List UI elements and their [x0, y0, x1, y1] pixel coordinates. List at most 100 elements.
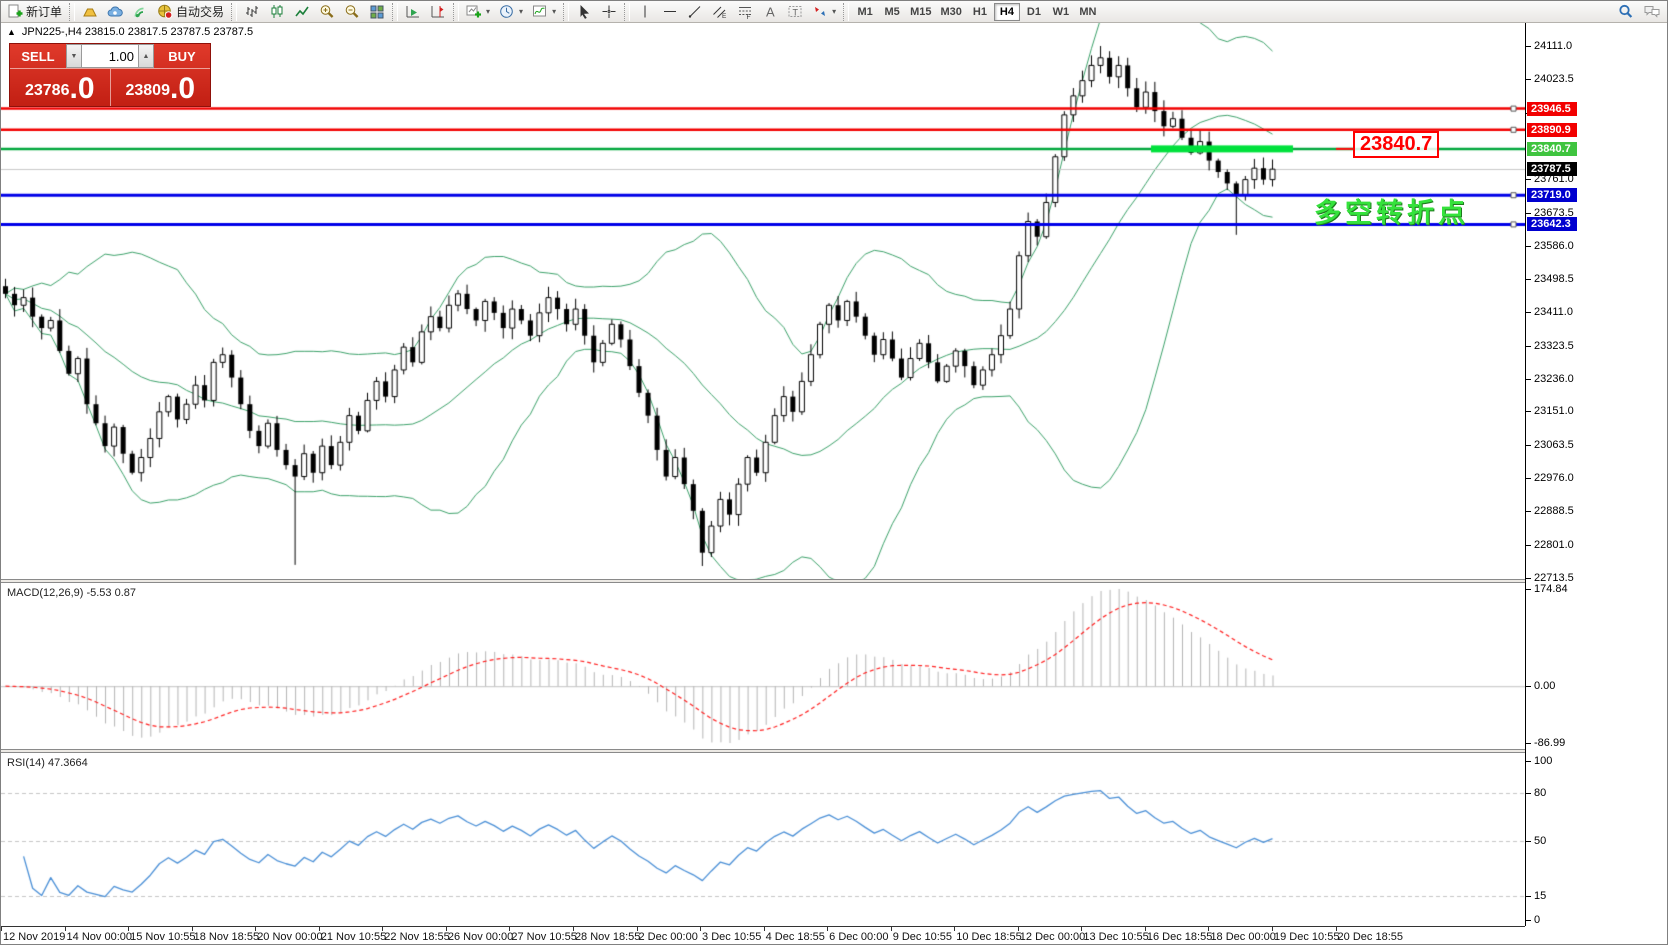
- timeframe-m15[interactable]: M15: [906, 3, 935, 21]
- fibonacci-button[interactable]: F: [733, 2, 757, 22]
- price-axis-border: [1525, 23, 1526, 926]
- timeframe-m1[interactable]: M1: [852, 3, 878, 21]
- volume-decrease-button[interactable]: ▼: [66, 44, 82, 68]
- price-axis-tick: 23063.5: [1526, 439, 1574, 451]
- sell-button[interactable]: SELL: [10, 44, 66, 68]
- tile-windows-icon: [369, 4, 385, 19]
- price-axis-tick: 23236.0: [1526, 373, 1574, 385]
- candlestick-chart-icon: [269, 4, 285, 19]
- timeframe-h4[interactable]: H4: [993, 2, 1020, 21]
- time-axis-tick: [64, 927, 66, 931]
- time-axis-label: 27 Nov 10:55: [511, 931, 577, 943]
- horizontal-line-button[interactable]: [658, 2, 682, 22]
- toolbar-separator: [843, 2, 850, 21]
- signals-button[interactable]: [128, 2, 152, 22]
- macd-canvas[interactable]: [1, 583, 1525, 749]
- arrows-icon: [812, 4, 828, 19]
- time-axis-tick: [890, 927, 892, 931]
- auto-scroll-button[interactable]: [401, 2, 425, 22]
- deposit-button[interactable]: [78, 2, 102, 22]
- pane-splitter[interactable]: [1, 579, 1667, 583]
- cursor-button[interactable]: [572, 2, 596, 22]
- rsi-label: RSI(14) 47.3664: [7, 757, 88, 769]
- indicators-icon: [532, 4, 548, 19]
- price-badge: 23787.5: [1527, 162, 1577, 177]
- time-axis-label: 6 Dec 00:00: [829, 931, 889, 943]
- chat-button[interactable]: [1639, 2, 1665, 22]
- price-axis[interactable]: 24111.024023.523936.023761.023673.523586…: [1526, 23, 1667, 926]
- price-badge: 23946.5: [1527, 101, 1577, 116]
- crosshair-icon: [601, 4, 617, 19]
- arrows-button[interactable]: ▾: [808, 2, 840, 22]
- profiles-button[interactable]: ▾: [495, 2, 527, 22]
- line-chart-button[interactable]: [290, 2, 314, 22]
- line-chart-icon: [294, 4, 310, 19]
- volume-input[interactable]: [82, 44, 138, 68]
- time-axis[interactable]: 12 Nov 2019 14 Nov 00:00 15 Nov 10:55 18 No…: [1, 926, 1525, 944]
- dropdown-caret-icon: ▾: [486, 7, 491, 16]
- time-axis-tick: [445, 927, 447, 931]
- time-axis-label: 21 Nov 10:55: [320, 931, 387, 943]
- pane-splitter[interactable]: [1, 749, 1667, 753]
- one-click-trade-panel: SELL ▼ ▲ BUY 23786 .0 23809 .0: [9, 43, 211, 107]
- tile-windows-button[interactable]: [365, 2, 389, 22]
- time-axis-tick: [1, 927, 2, 931]
- new-order-icon: [7, 4, 23, 19]
- timeframe-m30[interactable]: M30: [937, 3, 966, 21]
- indicators-button[interactable]: ▾: [528, 2, 560, 22]
- price-badge: 23890.9: [1527, 122, 1577, 137]
- chinese-note-annotation[interactable]: 多空转折点: [1314, 198, 1469, 228]
- price-axis-tick: 23411.0: [1526, 306, 1573, 318]
- price-tag-annotation[interactable]: 23840.7: [1353, 131, 1440, 158]
- new-order-button[interactable]: 新订单: [3, 2, 66, 22]
- volume-increase-button[interactable]: ▲: [138, 44, 154, 68]
- rsi-axis-tick: 50: [1526, 835, 1546, 847]
- bar-chart-button[interactable]: [240, 2, 264, 22]
- timeframe-mn[interactable]: MN: [1075, 3, 1101, 21]
- trendline-icon: [687, 4, 703, 19]
- price-axis-tick: 23498.5: [1526, 273, 1574, 285]
- crosshair-button[interactable]: [597, 2, 621, 22]
- channel-button[interactable]: E: [708, 2, 732, 22]
- rsi-axis-tick: 80: [1526, 787, 1546, 799]
- new-chart-button[interactable]: ▾: [462, 2, 494, 22]
- search-button[interactable]: [1614, 2, 1638, 22]
- text-label-icon: T: [787, 4, 803, 19]
- timeframe-h1[interactable]: H1: [967, 3, 993, 21]
- chart-window: ▲ JPN225-,H4 23815.0 23817.5 23787.5 237…: [1, 23, 1667, 944]
- timeframe-d1[interactable]: D1: [1021, 3, 1047, 21]
- chart-shift-button[interactable]: [426, 2, 450, 22]
- buy-price[interactable]: 23809 .0: [111, 69, 211, 106]
- time-axis-tick: [382, 927, 384, 931]
- community-cloud-icon: [107, 4, 123, 19]
- collapse-icon[interactable]: ▲: [7, 27, 16, 37]
- autotrading-button[interactable]: 自动交易: [153, 2, 228, 22]
- buy-button[interactable]: BUY: [154, 44, 210, 68]
- price-axis-tick: 23586.0: [1526, 240, 1574, 252]
- time-axis-label: 22 Nov 18:55: [384, 931, 450, 943]
- zoom-out-button[interactable]: [340, 2, 364, 22]
- time-axis-label: 12 Dec 00:00: [1019, 931, 1086, 943]
- timeframe-w1[interactable]: W1: [1048, 3, 1074, 21]
- text-label-button[interactable]: T: [783, 2, 807, 22]
- text-button[interactable]: A: [758, 2, 782, 22]
- time-axis-label: 15 Nov 10:55: [130, 931, 196, 943]
- signals-icon: [132, 4, 148, 19]
- zoom-in-button[interactable]: [315, 2, 339, 22]
- toolbar-separator: [453, 2, 460, 21]
- chart-shift-icon: [430, 4, 446, 19]
- timeframe-m5[interactable]: M5: [879, 3, 905, 21]
- text-icon: A: [762, 4, 778, 20]
- svg-text:A: A: [766, 5, 775, 20]
- trendline-button[interactable]: [683, 2, 707, 22]
- vertical-line-button[interactable]: [633, 2, 657, 22]
- autotrading-label: 自动交易: [176, 5, 225, 19]
- candlestick-chart-button[interactable]: [265, 2, 289, 22]
- rsi-canvas[interactable]: [1, 753, 1525, 926]
- community-button[interactable]: [103, 2, 127, 22]
- sell-price[interactable]: 23786 .0: [10, 69, 111, 106]
- main-chart-canvas[interactable]: [1, 23, 1525, 581]
- toolbar-separator: [69, 2, 76, 21]
- gold-ingot-icon: [82, 4, 98, 19]
- time-axis-label: 16 Dec 18:55: [1146, 931, 1213, 943]
